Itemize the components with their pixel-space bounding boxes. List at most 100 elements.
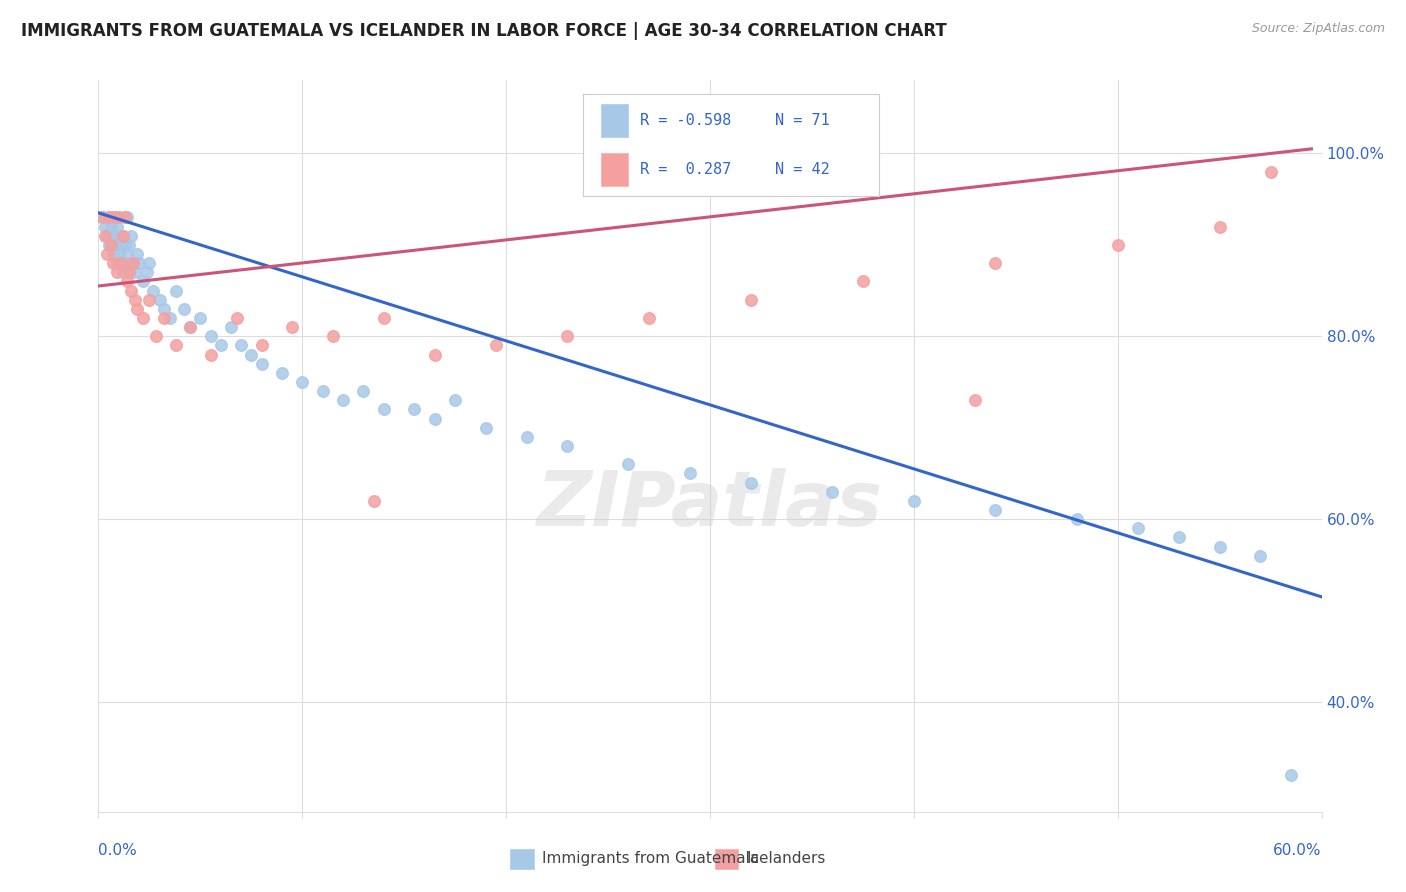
Point — [91, 211, 114, 225]
Bar — [510, 849, 534, 869]
Point — [122, 256, 145, 270]
Point — [100, 238, 122, 252]
Point — [852, 275, 875, 289]
Point — [1066, 512, 1088, 526]
Point — [165, 284, 187, 298]
Point — [1107, 238, 1129, 252]
Point — [97, 211, 120, 225]
Point — [965, 393, 987, 408]
Point — [1209, 219, 1232, 234]
Point — [152, 301, 174, 316]
Point — [108, 211, 131, 225]
Text: Icelanders: Icelanders — [747, 851, 825, 865]
Point — [114, 256, 136, 270]
Point — [250, 338, 273, 352]
Point — [984, 503, 1007, 517]
Point — [110, 238, 132, 252]
Point — [110, 256, 132, 270]
Point — [250, 357, 273, 371]
Point — [226, 311, 249, 326]
Point — [821, 484, 844, 499]
Point — [557, 329, 579, 343]
Bar — [714, 849, 738, 869]
Point — [240, 348, 263, 362]
Point — [322, 329, 344, 343]
Point — [100, 228, 122, 243]
Point — [122, 256, 145, 270]
Point — [110, 256, 132, 270]
Point — [423, 411, 446, 425]
Point — [118, 265, 141, 279]
Point — [96, 247, 118, 261]
Point — [1128, 521, 1150, 535]
Point — [118, 265, 141, 279]
Point — [124, 265, 146, 279]
Point — [557, 439, 579, 453]
Point — [1279, 768, 1302, 782]
Text: R =  0.287: R = 0.287 — [640, 162, 731, 178]
Bar — [602, 153, 627, 186]
Point — [291, 375, 314, 389]
Text: 60.0%: 60.0% — [1274, 843, 1322, 858]
Text: N = 71: N = 71 — [776, 112, 830, 128]
Point — [231, 338, 253, 352]
Point — [136, 265, 159, 279]
Point — [173, 301, 195, 316]
Point — [93, 228, 115, 243]
Point — [104, 238, 127, 252]
Point — [474, 421, 498, 435]
Point — [115, 275, 138, 289]
Point — [127, 301, 149, 316]
Point — [903, 494, 925, 508]
Point — [111, 228, 134, 243]
Point — [219, 320, 242, 334]
Point — [101, 247, 124, 261]
Point — [105, 256, 128, 270]
Point — [114, 211, 136, 225]
Point — [100, 219, 122, 234]
Point — [270, 366, 294, 380]
Point — [104, 228, 127, 243]
Point — [984, 256, 1007, 270]
Point — [159, 311, 181, 326]
Point — [111, 228, 134, 243]
Text: Immigrants from Guatemala: Immigrants from Guatemala — [541, 851, 759, 865]
Point — [142, 284, 165, 298]
Point — [128, 256, 150, 270]
Point — [101, 256, 124, 270]
Point — [115, 247, 138, 261]
Point — [638, 311, 661, 326]
Point — [1260, 165, 1282, 179]
Point — [93, 219, 115, 234]
Point — [138, 256, 160, 270]
Point — [108, 228, 131, 243]
Point — [105, 219, 128, 234]
Point — [679, 467, 702, 481]
Point — [104, 211, 127, 225]
Point — [111, 265, 134, 279]
Point — [516, 430, 538, 444]
Bar — [602, 104, 627, 136]
Point — [132, 311, 155, 326]
Point — [120, 284, 142, 298]
Point — [97, 211, 120, 225]
Point — [1209, 540, 1232, 554]
Point — [1167, 530, 1189, 544]
Point — [132, 275, 155, 289]
Point — [127, 247, 149, 261]
Point — [105, 265, 128, 279]
Point — [179, 320, 201, 334]
Point — [115, 211, 138, 225]
Point — [444, 393, 467, 408]
Point — [145, 329, 167, 343]
Point — [118, 238, 141, 252]
Text: R = -0.598: R = -0.598 — [640, 112, 731, 128]
Point — [165, 338, 187, 352]
Point — [740, 293, 762, 307]
Point — [281, 320, 304, 334]
Text: ZIPatlas: ZIPatlas — [537, 467, 883, 541]
Point — [101, 211, 124, 225]
Point — [312, 384, 335, 399]
Point — [352, 384, 374, 399]
Text: Source: ZipAtlas.com: Source: ZipAtlas.com — [1251, 22, 1385, 36]
